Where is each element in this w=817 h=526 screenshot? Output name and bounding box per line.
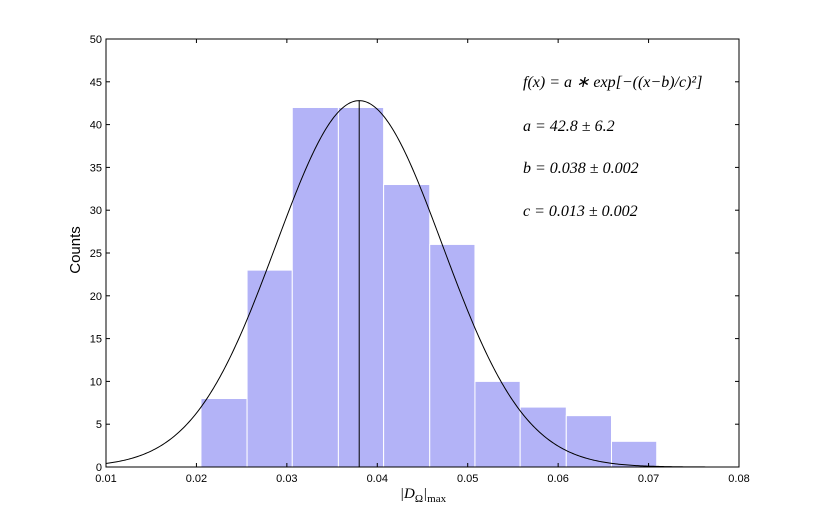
y-tick-label: 5 <box>96 419 102 431</box>
y-tick-label: 35 <box>90 162 102 174</box>
x-tick-label: 0.08 <box>728 473 749 485</box>
ticks-layer: 0.01 0.02 0.03 0.04 0.05 0.06 0.07 0.08 0 5 10 15 20… <box>90 34 750 485</box>
x-tick-label: 0.01 <box>95 473 116 485</box>
x-tick-label: 0.06 <box>547 473 568 485</box>
y-tick-label: 50 <box>90 34 102 46</box>
x-tick-label: 0.07 <box>638 473 659 485</box>
y-tick-label: 30 <box>90 205 102 217</box>
histogram-bar-5 <box>383 184 431 468</box>
histogram-bar-4 <box>337 106 385 468</box>
histogram-bar-3 <box>291 106 339 468</box>
x-tick-label: 0.05 <box>457 473 478 485</box>
x-tick-label: 0.03 <box>276 473 297 485</box>
param-b-annotation: b = 0.038 ± 0.002 <box>523 160 639 177</box>
histogram-bar-8 <box>519 406 567 468</box>
y-axis-label: Counts <box>67 226 84 274</box>
fit-curve-layer <box>105 100 739 468</box>
y-tick-label: 40 <box>90 120 102 132</box>
y-tick-label: 20 <box>90 291 102 303</box>
param-a-annotation: a = 42.8 ± 6.2 <box>523 118 615 135</box>
y-tick-label: 45 <box>90 77 102 89</box>
fit-formula-annotation: f(x) = a ∗ exp[−((x−b)/c)²] <box>523 74 702 91</box>
histogram-bar-1 <box>200 398 248 468</box>
y-tick-label: 15 <box>90 334 102 346</box>
histogram-bar-7 <box>474 380 521 468</box>
x-axis-label: |DΩ|max <box>400 486 447 505</box>
histogram-bar-10 <box>610 440 658 468</box>
gaussian-fit-curve <box>105 100 739 468</box>
param-c-annotation: c = 0.013 ± 0.002 <box>523 203 638 220</box>
histogram-bar-6 <box>429 243 476 468</box>
histogram-bar-2 <box>246 269 293 468</box>
y-tick-label: 25 <box>90 248 102 260</box>
bars-layer <box>200 106 658 468</box>
x-tick-label: 0.02 <box>186 473 207 485</box>
y-tick-label: 10 <box>90 376 102 388</box>
x-tick-label: 0.04 <box>367 473 388 485</box>
annotations-layer: f(x) = a ∗ exp[−((x−b)/c)²] a = 42.8 ± 6… <box>523 74 702 220</box>
y-tick-label: 0 <box>96 462 102 474</box>
labels-layer: Counts |DΩ|max <box>67 226 447 505</box>
